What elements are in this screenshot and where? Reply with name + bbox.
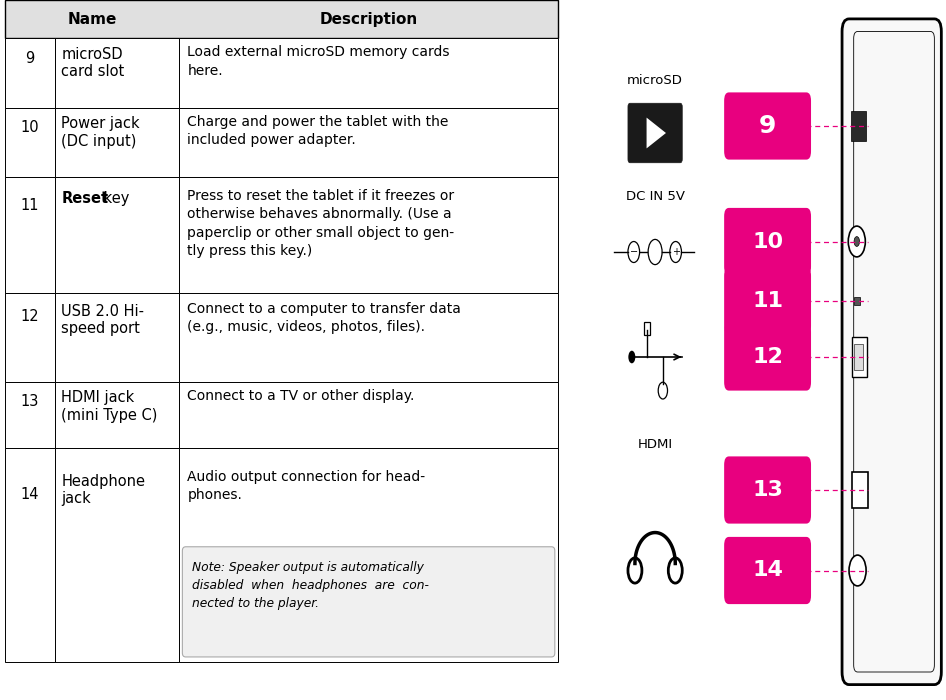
Text: Description: Description (320, 12, 418, 27)
FancyBboxPatch shape (724, 92, 811, 160)
Text: Headphone
jack: Headphone jack (61, 474, 145, 507)
FancyBboxPatch shape (5, 449, 55, 662)
Circle shape (854, 237, 860, 246)
FancyBboxPatch shape (179, 382, 558, 449)
Text: 14: 14 (21, 486, 39, 502)
Text: Reset: Reset (61, 191, 108, 206)
FancyBboxPatch shape (55, 449, 179, 662)
FancyBboxPatch shape (5, 293, 55, 382)
Circle shape (849, 555, 867, 586)
Text: USB 2.0 Hi-
speed port: USB 2.0 Hi- speed port (61, 304, 144, 336)
Circle shape (628, 351, 636, 363)
Text: Power jack
(DC input): Power jack (DC input) (61, 116, 140, 148)
Text: DC IN 5V: DC IN 5V (625, 190, 685, 203)
Text: 11: 11 (752, 291, 783, 311)
Text: 14: 14 (752, 561, 783, 580)
FancyBboxPatch shape (55, 108, 179, 177)
Text: 9: 9 (25, 51, 34, 66)
Text: Note: Speaker output is automatically
disabled  when  headphones  are  con-
nect: Note: Speaker output is automatically di… (192, 561, 429, 610)
Bar (644, 322, 651, 335)
FancyBboxPatch shape (5, 382, 55, 449)
Text: 12: 12 (752, 347, 783, 367)
Text: key: key (98, 191, 130, 206)
Text: 11: 11 (21, 198, 39, 213)
FancyBboxPatch shape (628, 103, 682, 163)
Text: microSD
card slot: microSD card slot (61, 47, 125, 79)
Text: Charge and power the tablet with the
included power adapter.: Charge and power the tablet with the inc… (187, 115, 448, 147)
Text: 10: 10 (20, 120, 39, 135)
Text: +: + (672, 247, 679, 257)
Text: 13: 13 (752, 480, 783, 500)
Text: −: − (630, 247, 638, 257)
FancyBboxPatch shape (5, 38, 55, 108)
FancyBboxPatch shape (724, 208, 811, 275)
Text: Name: Name (67, 12, 116, 27)
FancyBboxPatch shape (5, 108, 55, 177)
Text: microSD: microSD (627, 74, 683, 88)
FancyBboxPatch shape (5, 0, 558, 38)
FancyBboxPatch shape (55, 177, 179, 293)
Bar (854, 344, 863, 370)
FancyBboxPatch shape (179, 38, 558, 108)
FancyBboxPatch shape (724, 267, 811, 335)
FancyBboxPatch shape (179, 177, 558, 293)
Circle shape (849, 226, 866, 257)
FancyBboxPatch shape (724, 323, 811, 391)
Polygon shape (646, 118, 666, 148)
FancyBboxPatch shape (55, 293, 179, 382)
Text: 10: 10 (752, 232, 783, 251)
Text: 12: 12 (20, 309, 39, 324)
Bar (852, 337, 867, 377)
FancyBboxPatch shape (55, 38, 179, 108)
FancyBboxPatch shape (55, 382, 179, 449)
FancyBboxPatch shape (5, 177, 55, 293)
Text: 13: 13 (21, 394, 39, 410)
Bar (852, 472, 868, 508)
Text: Connect to a TV or other display.: Connect to a TV or other display. (187, 389, 414, 403)
FancyBboxPatch shape (179, 108, 558, 177)
Bar (851, 111, 866, 141)
FancyBboxPatch shape (183, 547, 554, 657)
Text: Connect to a computer to transfer data
(e.g., music, videos, photos, files).: Connect to a computer to transfer data (… (187, 302, 462, 335)
Bar (853, 297, 860, 305)
FancyBboxPatch shape (179, 293, 558, 382)
FancyBboxPatch shape (179, 449, 558, 662)
FancyBboxPatch shape (842, 19, 941, 685)
Text: 9: 9 (759, 114, 777, 138)
Text: Press to reset the tablet if it freezes or
otherwise behaves abnormally. (Use a
: Press to reset the tablet if it freezes … (187, 189, 454, 258)
FancyBboxPatch shape (724, 456, 811, 524)
Text: Load external microSD memory cards
here.: Load external microSD memory cards here. (187, 46, 450, 78)
FancyBboxPatch shape (724, 537, 811, 604)
Text: HDMI: HDMI (638, 438, 673, 452)
Text: Audio output connection for head-
phones.: Audio output connection for head- phones… (187, 470, 426, 502)
Text: HDMI jack
(mini Type C): HDMI jack (mini Type C) (61, 391, 158, 423)
